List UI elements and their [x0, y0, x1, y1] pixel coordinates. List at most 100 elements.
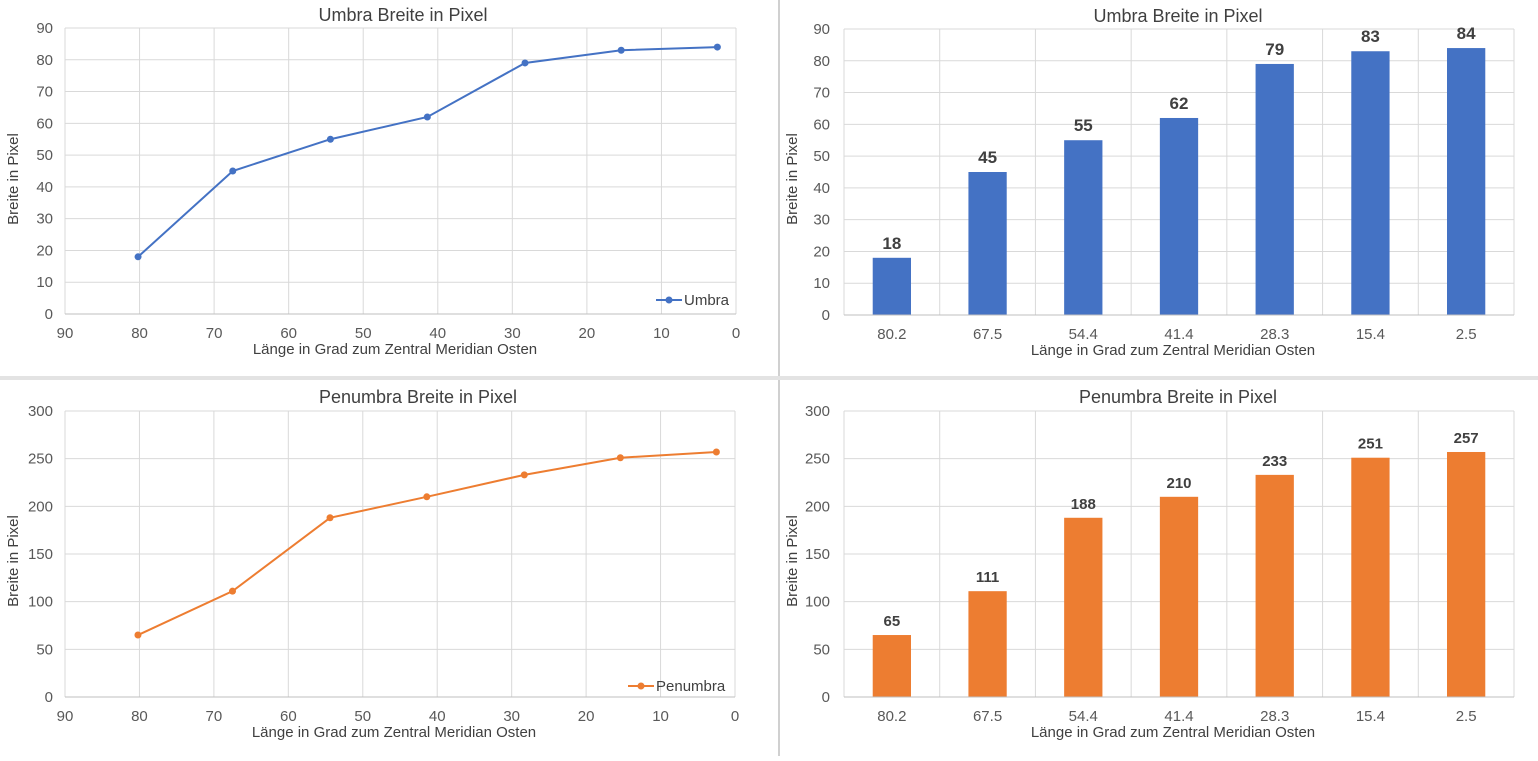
y-tick-label: 150 — [28, 546, 53, 563]
chart-title: Umbra Breite in Pixel — [318, 5, 487, 25]
series-line — [137, 450, 717, 636]
y-tick-label: 200 — [805, 498, 830, 515]
y-tick-label: 10 — [813, 275, 830, 292]
data-label: 55 — [1074, 116, 1093, 135]
y-tick-label: 60 — [813, 116, 830, 133]
data-point — [326, 514, 334, 522]
x-tick-label: 28.3 — [1260, 708, 1289, 725]
legend: Umbra — [656, 292, 730, 309]
x-tick-label: 70 — [206, 708, 223, 725]
y-tick-label: 40 — [36, 179, 53, 196]
y-tick-label: 40 — [813, 180, 830, 197]
data-point — [617, 46, 625, 54]
y-tick-label: 250 — [805, 451, 830, 468]
bar — [1159, 496, 1199, 697]
legend-marker — [665, 296, 673, 304]
bar — [1064, 517, 1103, 697]
x-tick-label: 70 — [206, 325, 223, 342]
legend-label: Penumbra — [656, 678, 726, 695]
x-tick-label: 0 — [732, 325, 740, 342]
data-point — [423, 493, 431, 501]
panel-divider-horizontal — [0, 376, 1538, 380]
x-tick-label: 30 — [503, 708, 520, 725]
data-point — [229, 587, 236, 595]
umbra-bar-chart: Umbra Breite in Pixel Länge in Grad zum … — [784, 6, 1515, 359]
bar — [1351, 51, 1390, 315]
data-point — [326, 135, 334, 143]
x-tick-label: 80.2 — [877, 326, 906, 343]
penumbra-bar-chart: Penumbra Breite in Pixel Länge in Grad z… — [784, 387, 1515, 741]
x-tick-label: 20 — [578, 708, 595, 725]
x-tick-label: 50 — [355, 325, 372, 342]
y-tick-label: 300 — [28, 403, 53, 420]
y-tick-label: 0 — [45, 306, 53, 323]
x-tick-label: 2.5 — [1456, 708, 1477, 725]
data-label: 83 — [1361, 27, 1380, 46]
x-tick-label: 0 — [731, 708, 739, 725]
x-tick-label: 15.4 — [1356, 326, 1385, 343]
gridlines — [64, 410, 736, 698]
bar — [968, 172, 1007, 315]
legend: Penumbra — [628, 678, 726, 695]
data-point — [423, 113, 431, 121]
y-tick-label: 0 — [45, 689, 53, 706]
data-point — [712, 448, 720, 456]
x-tick-label: 67.5 — [973, 326, 1002, 343]
data-label: 65 — [884, 613, 901, 630]
data-point — [229, 167, 237, 175]
y-tick-label: 50 — [813, 641, 830, 658]
y-tick-label: 30 — [36, 211, 53, 228]
x-axis-label: Länge in Grad zum Zentral Meridian Osten — [253, 341, 537, 358]
y-tick-label: 20 — [36, 242, 53, 259]
x-tick-label: 67.5 — [973, 708, 1002, 725]
data-label: 257 — [1454, 430, 1479, 447]
x-tick-label: 15.4 — [1356, 708, 1385, 725]
x-tick-label: 30 — [504, 325, 521, 342]
data-point — [134, 253, 142, 261]
bar — [872, 257, 911, 315]
y-tick-label: 50 — [36, 641, 53, 658]
penumbra-bar-chart-panel: Penumbra Breite in Pixel Länge in Grad z… — [780, 380, 1538, 756]
y-tick-label: 80 — [36, 52, 53, 69]
y-tick-label: 80 — [813, 53, 830, 70]
bar — [1159, 117, 1199, 315]
y-tick-label: 90 — [813, 21, 830, 38]
bar — [1064, 140, 1103, 315]
penumbra-line-chart-panel: Penumbra Breite in Pixel Länge in Grad z… — [0, 380, 778, 756]
data-point — [520, 471, 528, 479]
x-tick-label: 60 — [280, 708, 297, 725]
data-label: 210 — [1166, 475, 1191, 492]
x-tick-label: 80 — [131, 708, 148, 725]
series-line — [137, 46, 718, 258]
bar — [1351, 457, 1390, 697]
x-tick-label: 40 — [429, 708, 446, 725]
data-point — [134, 631, 142, 639]
y-tick-label: 30 — [813, 212, 830, 229]
x-tick-label: 41.4 — [1164, 708, 1193, 725]
data-label: 79 — [1265, 40, 1284, 59]
gridlines — [64, 27, 737, 315]
y-tick-label: 20 — [813, 243, 830, 260]
bar — [1447, 48, 1486, 316]
x-tick-label: 2.5 — [1456, 326, 1477, 343]
data-label: 45 — [978, 148, 997, 167]
y-tick-label: 50 — [813, 148, 830, 165]
chart-title: Penumbra Breite in Pixel — [1079, 387, 1277, 407]
x-tick-label: 54.4 — [1069, 708, 1098, 725]
data-label: 84 — [1457, 24, 1476, 43]
umbra-line-chart: Umbra Breite in Pixel Länge in Grad zum … — [5, 5, 740, 358]
umbra-line-chart-panel: Umbra Breite in Pixel Länge in Grad zum … — [0, 0, 778, 376]
y-tick-label: 0 — [822, 307, 830, 324]
data-label: 188 — [1071, 496, 1096, 513]
y-tick-label: 200 — [28, 498, 53, 515]
data-label: 111 — [976, 569, 999, 586]
y-axis-label: Breite in Pixel — [784, 515, 801, 607]
x-tick-label: 10 — [652, 708, 669, 725]
chart-title: Penumbra Breite in Pixel — [319, 387, 517, 407]
x-tick-label: 50 — [354, 708, 371, 725]
x-tick-label: 90 — [57, 325, 74, 342]
x-tick-label: 54.4 — [1069, 326, 1098, 343]
x-tick-label: 80.2 — [877, 708, 906, 725]
data-point — [616, 454, 624, 462]
y-tick-label: 100 — [28, 594, 53, 611]
